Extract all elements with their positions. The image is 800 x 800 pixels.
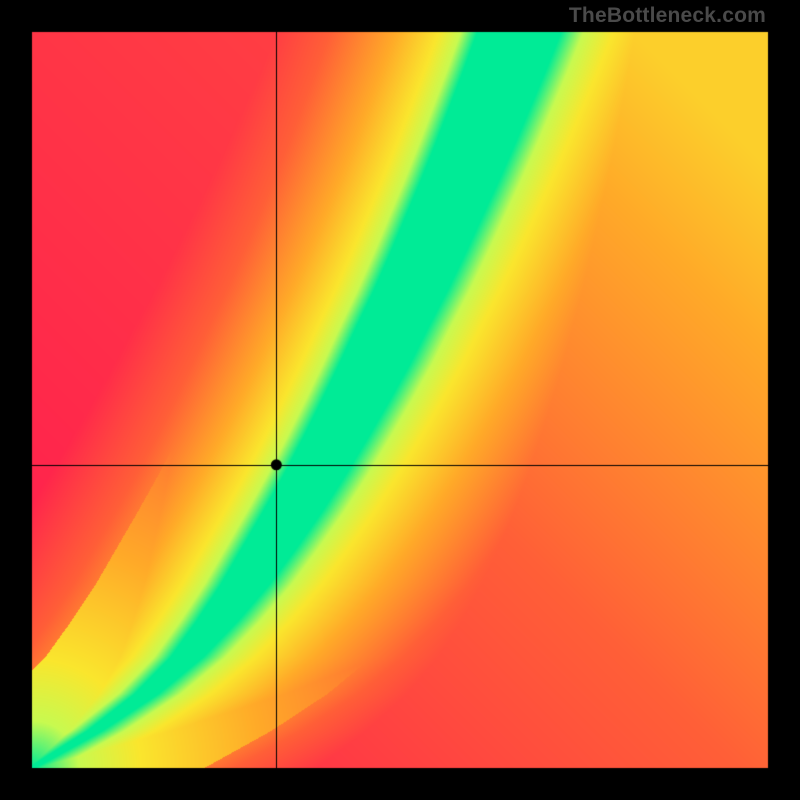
watermark-text: TheBottleneck.com bbox=[569, 4, 766, 28]
heatmap-canvas bbox=[0, 0, 800, 800]
chart-container: TheBottleneck.com bbox=[0, 0, 800, 800]
